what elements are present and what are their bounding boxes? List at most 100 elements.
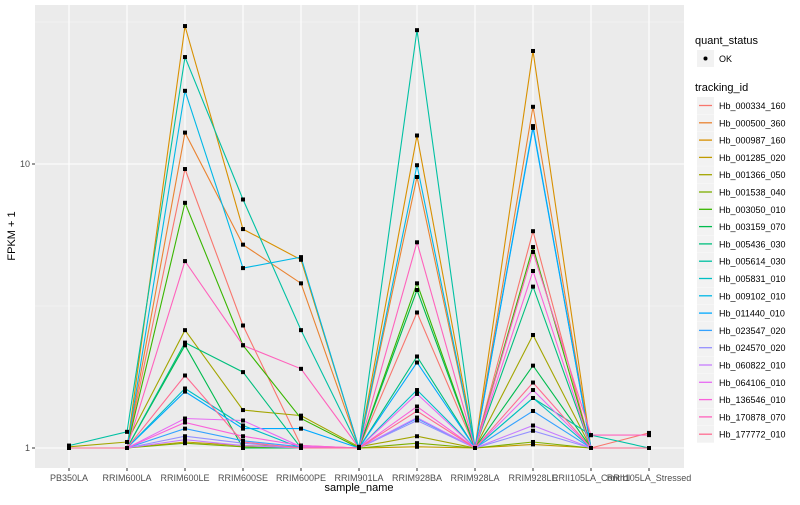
data-point (473, 446, 477, 450)
data-point (241, 343, 245, 348)
data-point (299, 366, 303, 371)
data-point (589, 433, 593, 438)
data-point (241, 446, 245, 450)
y-tick-label: 1 (25, 443, 30, 453)
data-point (357, 446, 361, 450)
data-point (647, 433, 651, 438)
legend-item: Hb_177772_010 (697, 425, 786, 443)
x-tick-label: RRIM600LE (160, 473, 209, 483)
data-point (415, 310, 419, 315)
data-point (647, 430, 651, 435)
data-point (183, 200, 187, 205)
data-point (415, 441, 419, 446)
y-axis: 1 10 (20, 159, 35, 453)
data-point (241, 227, 245, 232)
legend-item: Hb_001285_020 (697, 148, 786, 166)
legend-label: Hb_136546_010 (719, 395, 786, 405)
data-point (183, 24, 187, 29)
legend-label: Hb_003159_070 (719, 222, 786, 232)
legend-item: Hb_001538_040 (697, 183, 786, 201)
data-point (125, 439, 129, 444)
data-point (183, 373, 187, 378)
legend-item: Hb_024570_020 (697, 339, 786, 357)
legend-item: Hb_005436_030 (697, 235, 786, 253)
data-point (415, 388, 419, 393)
data-point (531, 363, 535, 368)
legend-label: Hb_060822_010 (719, 361, 786, 371)
data-point (183, 88, 187, 93)
x-tick-label: PB350LA (50, 473, 88, 483)
data-point (183, 130, 187, 135)
data-point (531, 380, 535, 385)
x-tick-label: RRIM600SE (218, 473, 268, 483)
data-point (183, 340, 187, 345)
legend-label: Hb_064106_010 (719, 378, 786, 388)
data-point (415, 418, 419, 423)
legend-item: Hb_003159_070 (697, 218, 786, 236)
legend-label: Hb_001366_050 (719, 170, 786, 180)
data-point (241, 423, 245, 428)
data-point (241, 370, 245, 375)
data-point (415, 163, 419, 168)
series-points (67, 24, 651, 450)
legend-label: Hb_003050_010 (719, 205, 786, 215)
data-point (241, 426, 245, 431)
legend-shape-label: OK (719, 54, 732, 64)
data-point (415, 281, 419, 286)
data-point (531, 249, 535, 254)
legend-label: Hb_024570_020 (719, 343, 786, 353)
data-point (299, 328, 303, 333)
data-point (531, 439, 535, 444)
y-tick-label: 10 (20, 159, 30, 169)
data-point (415, 240, 419, 245)
data-point (415, 408, 419, 413)
data-point (531, 104, 535, 109)
legend-label: Hb_001285_020 (719, 153, 786, 163)
legend-color-items: Hb_000334_160 Hb_000500_360 Hb_000987_160 H… (697, 97, 786, 443)
data-point (183, 416, 187, 421)
data-point (647, 446, 651, 450)
x-tick-label: RRIM928LE (508, 473, 557, 483)
data-point (299, 443, 303, 448)
legend-item: Hb_023547_020 (697, 321, 786, 339)
data-point (415, 288, 419, 293)
data-point (183, 328, 187, 333)
data-point (415, 391, 419, 396)
legend-item: Hb_000987_160 (697, 131, 786, 149)
legend-item: Hb_136546_010 (697, 391, 786, 409)
data-point (531, 332, 535, 337)
legend-item: Hb_170878_070 (697, 408, 786, 426)
legend-label: Hb_023547_020 (719, 326, 786, 336)
data-point (183, 386, 187, 391)
y-axis-label: FPKM + 1 (6, 211, 18, 260)
data-point (241, 443, 245, 448)
data-point (241, 418, 245, 423)
legend-label: Hb_009102_010 (719, 291, 786, 301)
data-point (183, 343, 187, 348)
data-point (183, 55, 187, 60)
data-point (415, 174, 419, 179)
legend-item: Hb_009102_010 (697, 287, 786, 305)
data-point (415, 133, 419, 138)
data-point (299, 281, 303, 286)
data-point (241, 439, 245, 444)
legend-item: Hb_060822_010 (697, 356, 786, 374)
legend-label: Hb_011440_010 (719, 309, 785, 319)
data-point (415, 404, 419, 409)
legend-label: Hb_177772_010 (719, 430, 786, 440)
data-point (241, 408, 245, 413)
data-point (415, 354, 419, 359)
x-tick-label: RRII105LA_Stressed (607, 473, 692, 483)
legend-item: Hb_000334_160 (697, 97, 786, 114)
data-point (67, 443, 71, 448)
x-axis-label: sample_name (324, 482, 393, 494)
legend-shape-title: quant_status (695, 35, 758, 47)
legend-item: Hb_011440_010 (697, 304, 785, 322)
data-point (299, 426, 303, 431)
data-point (415, 360, 419, 365)
legend-item: Hb_064106_010 (697, 373, 786, 391)
data-point (183, 259, 187, 264)
legend: quant_status OK tracking_id Hb_000334_16… (695, 35, 786, 443)
legend-item: Hb_001366_050 (697, 166, 786, 184)
legend-color-title: tracking_id (695, 82, 748, 94)
